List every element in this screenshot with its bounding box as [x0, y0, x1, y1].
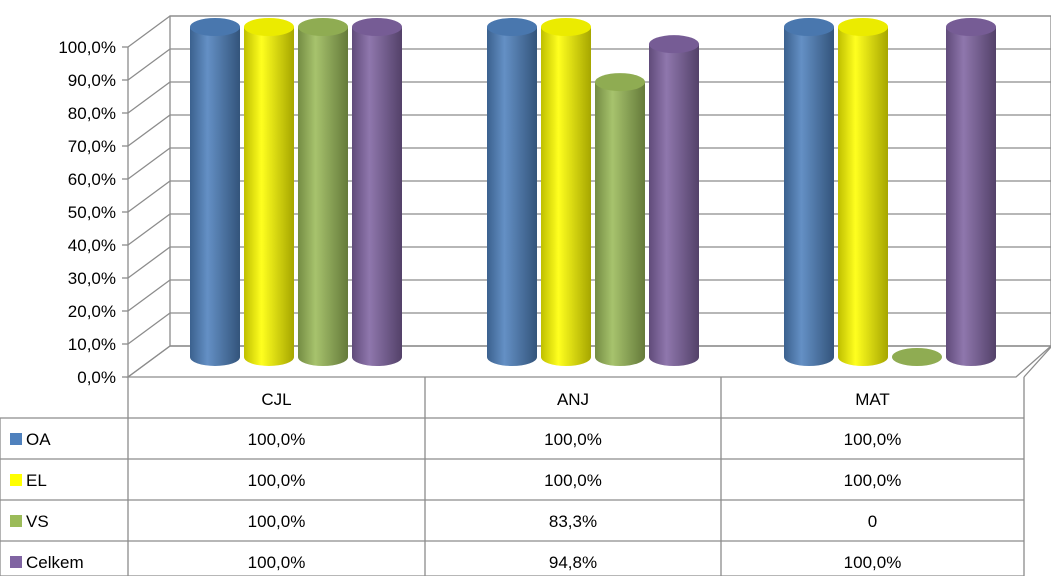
data-label: 0 — [868, 512, 877, 531]
data-table: CJL ANJ MAT OA 100,0% 100,0% 100,0% EL 100,0% 100… — [0, 346, 1051, 576]
data-label: 83,3% — [549, 512, 597, 531]
bar-el-mat — [838, 18, 888, 366]
y-tick-label: 70,0% — [68, 137, 116, 156]
gridline-side — [127, 279, 171, 312]
gridline-side — [127, 345, 171, 378]
y-tick-label: 90,0% — [68, 71, 116, 90]
y-tick-label: 100,0% — [58, 38, 116, 57]
data-label: 100,0% — [248, 430, 306, 449]
legend-label: OA — [26, 430, 51, 449]
data-label: 100,0% — [844, 553, 902, 572]
bar-top — [892, 348, 942, 366]
bar-oa-anj — [487, 18, 537, 366]
legend-label: VS — [26, 512, 49, 531]
gridline-side — [127, 246, 171, 279]
bar-el-cjl — [244, 18, 294, 366]
bar-oa-mat — [784, 18, 834, 366]
data-label: 100,0% — [248, 553, 306, 572]
y-tick-label: 20,0% — [68, 302, 116, 321]
data-label: 100,0% — [844, 471, 902, 490]
data-label: 94,8% — [549, 553, 597, 572]
gridline-side — [127, 147, 171, 180]
gridline-side — [127, 114, 171, 147]
gridline-side — [127, 15, 171, 48]
x-tick-label: ANJ — [557, 390, 589, 409]
bar-celkem-cjl — [352, 18, 402, 366]
bar-body — [838, 27, 888, 366]
bar-vs-mat — [892, 348, 942, 366]
bar-body — [595, 82, 645, 367]
y-axis-tick-labels: 0,0% 10,0% 20,0% 30,0% 40,0% 50,0% 60,0% 70,0% 8… — [58, 38, 116, 387]
bar-body — [244, 27, 294, 366]
y-tick-label: 30,0% — [68, 269, 116, 288]
y-tick-label: 50,0% — [68, 203, 116, 222]
bar-body — [649, 44, 699, 366]
legend-entry-celkem: Celkem — [10, 553, 84, 572]
bar-top — [838, 18, 888, 36]
y-tick-label: 10,0% — [68, 335, 116, 354]
bar-top — [595, 73, 645, 92]
legend-label: Celkem — [26, 553, 84, 572]
gridline-side — [127, 180, 171, 213]
bar-top — [649, 35, 699, 54]
legend-swatch — [10, 433, 22, 445]
bar-top — [946, 18, 996, 36]
legend-swatch — [10, 556, 22, 568]
data-label: 100,0% — [844, 430, 902, 449]
bar-vs-anj — [595, 73, 645, 367]
bar-body — [541, 27, 591, 366]
bar-top — [784, 18, 834, 36]
bar-top — [298, 18, 348, 36]
gridline-side — [127, 312, 171, 345]
bar-body — [352, 27, 402, 366]
bar-top — [244, 18, 294, 36]
bar-body — [298, 27, 348, 366]
bar-top — [190, 18, 240, 36]
y-tick-label: 60,0% — [68, 170, 116, 189]
bar-top — [541, 18, 591, 36]
gridline-side — [127, 213, 171, 246]
x-tick-label: MAT — [855, 390, 890, 409]
bar-top — [487, 18, 537, 36]
data-label: 100,0% — [544, 471, 602, 490]
legend-swatch — [10, 515, 22, 527]
y-tick-label: 0,0% — [77, 368, 116, 387]
bar-body — [946, 27, 996, 366]
bar-celkem-anj — [649, 35, 699, 366]
x-tick-label: CJL — [261, 390, 291, 409]
data-label: 100,0% — [544, 430, 602, 449]
gridline-side — [127, 48, 171, 81]
bar-el-anj — [541, 18, 591, 366]
bar-oa-cjl — [190, 18, 240, 366]
data-label: 100,0% — [248, 512, 306, 531]
legend-entry-oa: OA — [10, 430, 51, 449]
y-tick-label: 80,0% — [68, 104, 116, 123]
bar-top — [352, 18, 402, 36]
bars — [190, 18, 996, 367]
legend-entry-vs: VS — [10, 512, 49, 531]
legend-label: EL — [26, 471, 47, 490]
bar-body — [784, 27, 834, 366]
gridline-side — [127, 81, 171, 114]
legend-entry-el: EL — [10, 471, 47, 490]
legend-swatch — [10, 474, 22, 486]
y-tick-label: 40,0% — [68, 236, 116, 255]
bar-body — [190, 27, 240, 366]
bar-vs-cjl — [298, 18, 348, 366]
bar-body — [487, 27, 537, 366]
data-label: 100,0% — [248, 471, 306, 490]
bar-celkem-mat — [946, 18, 996, 366]
